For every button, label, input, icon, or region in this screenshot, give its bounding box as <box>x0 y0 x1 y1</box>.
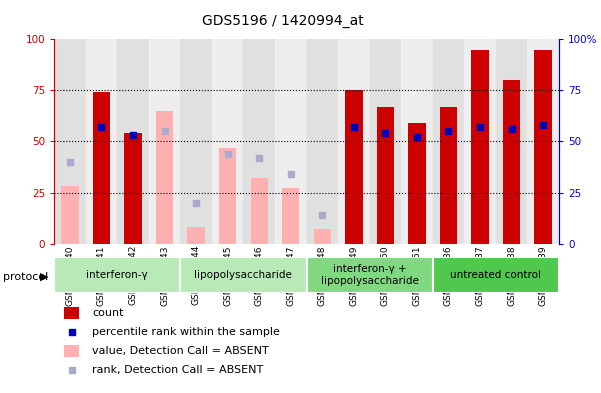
Bar <box>180 257 307 293</box>
Bar <box>282 189 299 244</box>
Bar <box>496 39 528 244</box>
Bar <box>503 80 520 244</box>
Bar <box>251 178 268 244</box>
Text: ▶: ▶ <box>40 272 48 282</box>
Text: lipopolysaccharide: lipopolysaccharide <box>195 270 292 280</box>
Bar <box>180 39 212 244</box>
Bar <box>61 186 79 244</box>
Bar <box>440 107 457 244</box>
Bar <box>275 39 307 244</box>
Bar <box>156 111 173 244</box>
Text: value, Detection Call = ABSENT: value, Detection Call = ABSENT <box>92 346 269 356</box>
Bar <box>117 39 149 244</box>
Bar <box>149 39 180 244</box>
Bar <box>528 39 559 244</box>
Bar <box>471 50 489 244</box>
Bar <box>314 230 331 244</box>
Text: GDS5196 / 1420994_at: GDS5196 / 1420994_at <box>201 14 364 28</box>
Bar <box>219 148 236 244</box>
Bar <box>464 39 496 244</box>
Bar <box>401 39 433 244</box>
Bar <box>93 92 110 244</box>
Bar <box>243 39 275 244</box>
Bar <box>534 50 552 244</box>
Bar <box>188 227 205 244</box>
Bar <box>408 123 426 244</box>
Bar <box>54 39 85 244</box>
Bar <box>370 39 401 244</box>
Bar <box>64 345 79 357</box>
Bar <box>433 257 559 293</box>
Bar <box>307 257 433 293</box>
Bar <box>212 39 243 244</box>
Bar <box>85 39 117 244</box>
Bar <box>124 133 142 244</box>
Bar <box>377 107 394 244</box>
Bar <box>433 39 464 244</box>
Text: interferon-γ: interferon-γ <box>87 270 148 280</box>
Text: rank, Detection Call = ABSENT: rank, Detection Call = ABSENT <box>92 365 263 375</box>
Bar <box>345 90 362 244</box>
Bar <box>64 307 79 319</box>
Text: percentile rank within the sample: percentile rank within the sample <box>92 327 280 337</box>
Text: count: count <box>92 308 123 318</box>
Bar <box>54 257 180 293</box>
Text: interferon-γ +
lipopolysaccharide: interferon-γ + lipopolysaccharide <box>321 264 418 285</box>
Text: protocol: protocol <box>3 272 48 282</box>
Bar <box>307 39 338 244</box>
Text: untreated control: untreated control <box>450 270 542 280</box>
Bar <box>338 39 370 244</box>
